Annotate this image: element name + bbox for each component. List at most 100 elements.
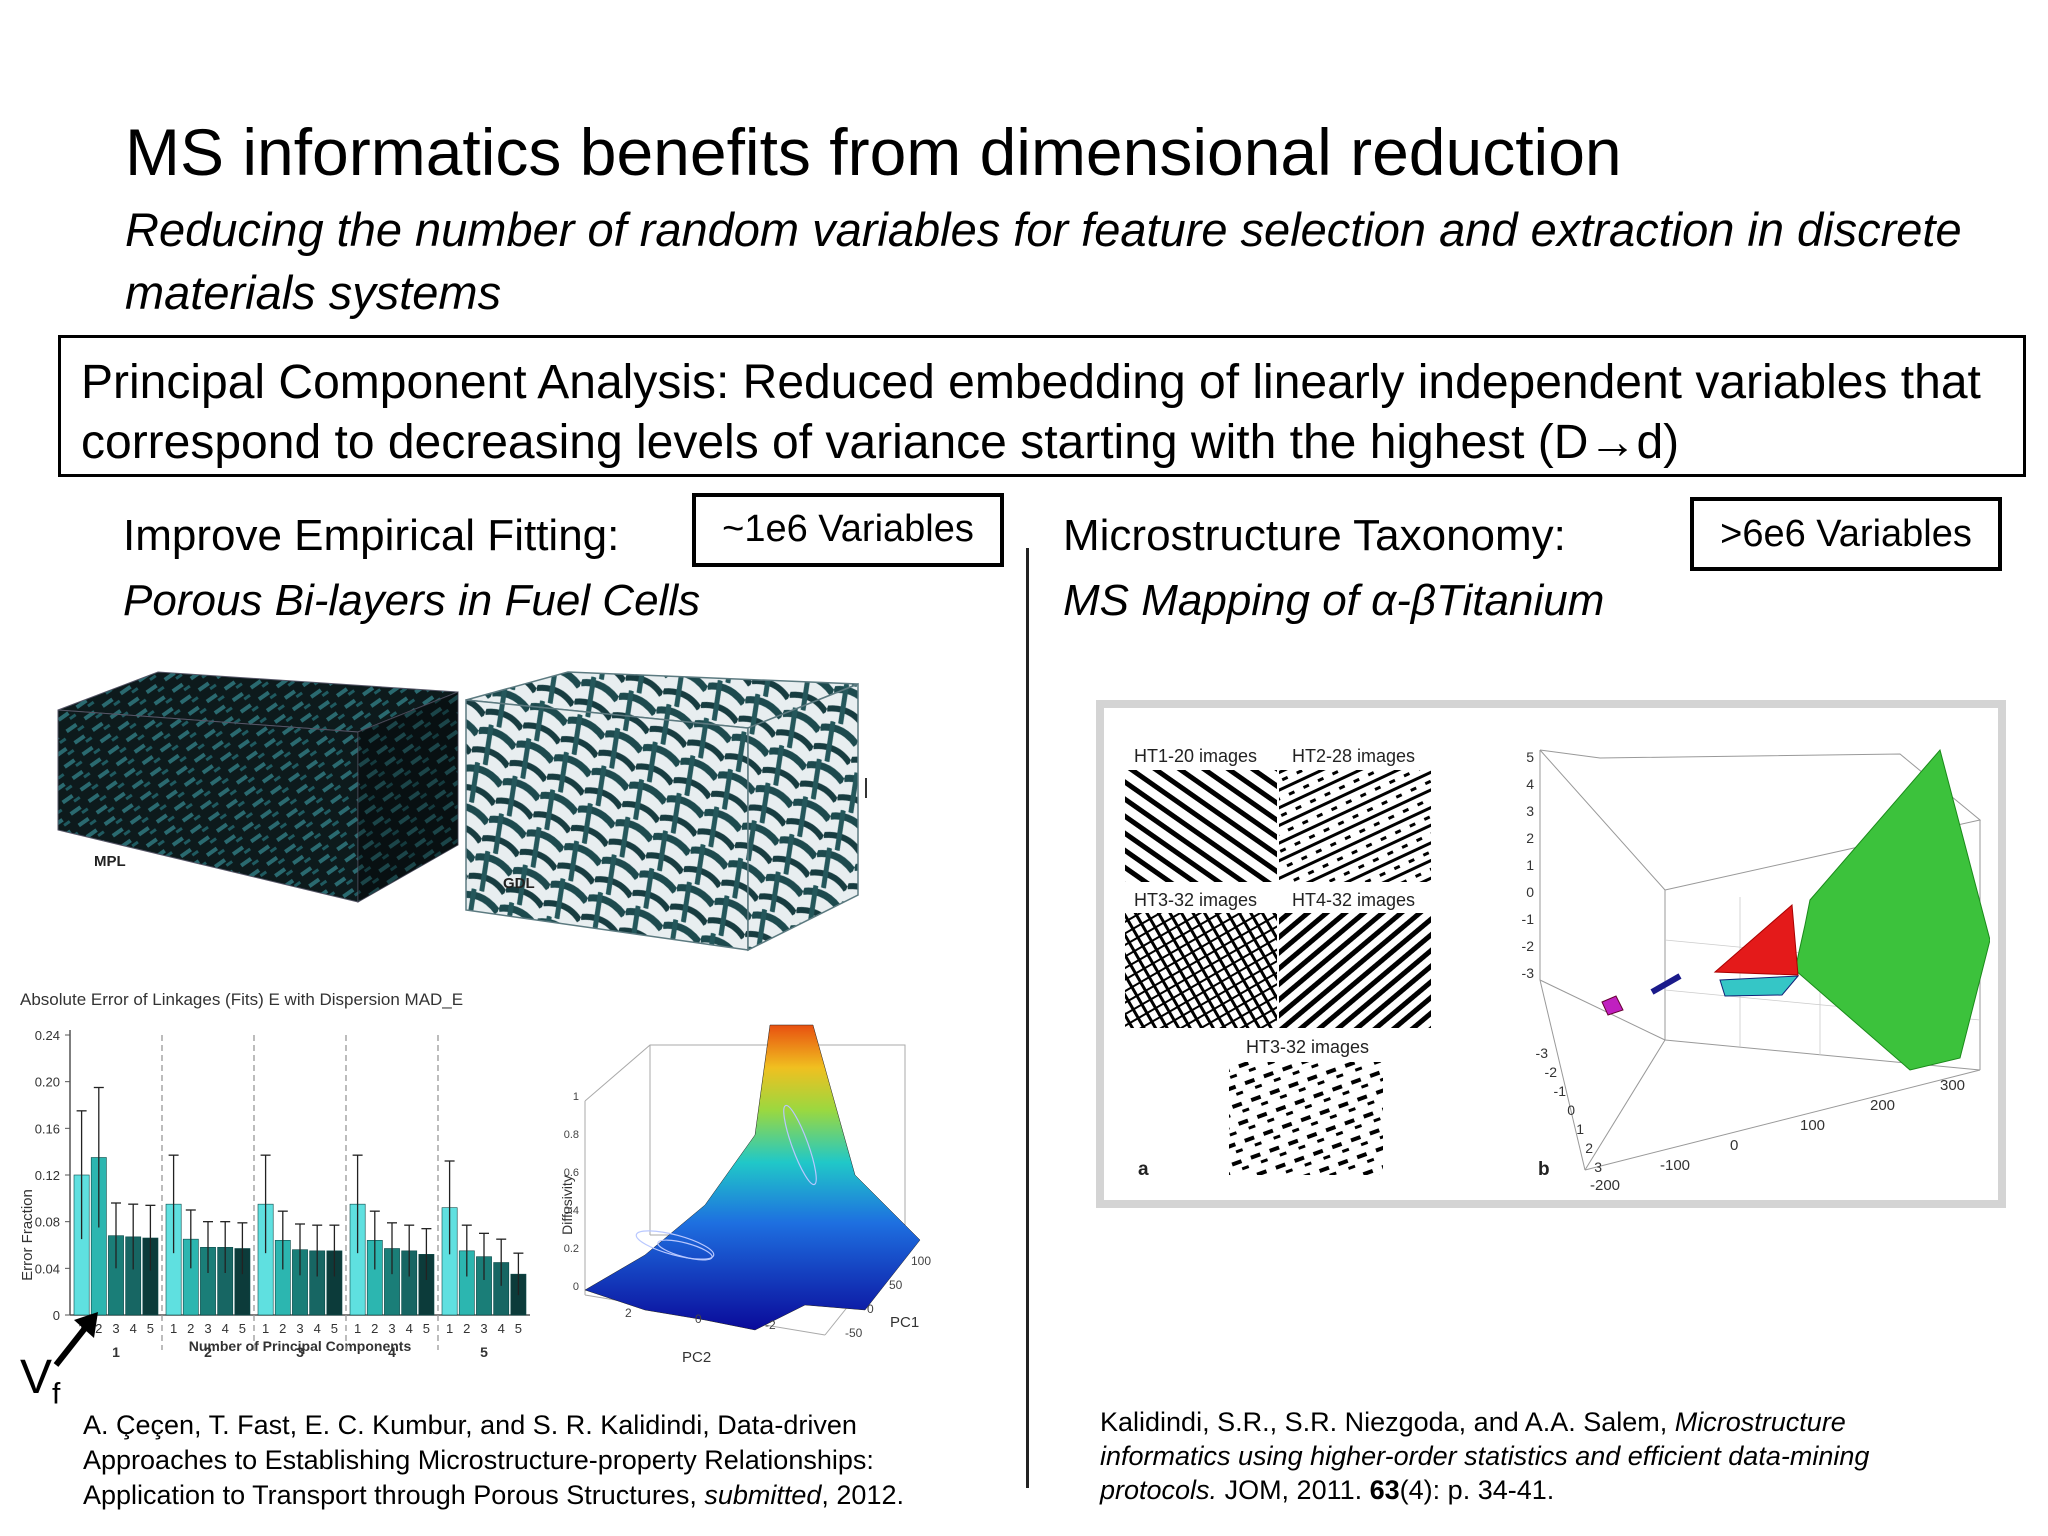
bar-label: 2: [371, 1321, 378, 1336]
bar-chart-ytick: 0.20: [35, 1075, 60, 1090]
micrograph-label-2: HT2-28 images: [1292, 746, 1415, 766]
micrograph-3: [1125, 913, 1277, 1028]
bar-label: 2: [463, 1321, 470, 1336]
bar-label: 3: [204, 1321, 211, 1336]
surface-xtick: -2: [765, 1318, 776, 1332]
left-subheading: Porous Bi-layers in Fuel Cells: [123, 576, 701, 625]
bar-label: 3: [480, 1321, 487, 1336]
mpl-label: MPL: [94, 853, 126, 870]
scatter-ytick: -3: [1536, 1045, 1549, 1061]
vf-label: Vf: [20, 1351, 61, 1411]
bar-chart-ytick: 0.04: [35, 1261, 60, 1276]
bar-label: 4: [314, 1321, 321, 1336]
scatter-ztick: 2: [1526, 830, 1534, 846]
bar-label: 5: [423, 1321, 430, 1336]
bar-label: 3: [388, 1321, 395, 1336]
surface-ztick: 0.8: [564, 1129, 579, 1141]
error-bar-chart: Absolute Error of Linkages (Fits) E with…: [19, 990, 530, 1360]
bar-label: 1: [354, 1321, 361, 1336]
scatter-ytick: -2: [1545, 1064, 1558, 1080]
bar-label: 3: [112, 1321, 119, 1336]
surface-ztick: 0.4: [564, 1205, 579, 1217]
surface-ztick: 0.2: [564, 1243, 579, 1255]
bar-label: 5: [515, 1321, 522, 1336]
scatter-cluster-green: [1794, 748, 1990, 1071]
micrograph-5: [1229, 1062, 1383, 1175]
micrograph-label-3: HT3-32 images: [1134, 890, 1257, 910]
surface-ztick: 1: [573, 1091, 579, 1103]
scatter-xtick: 0: [1730, 1137, 1738, 1154]
group-label: 1: [112, 1344, 120, 1360]
pca-definition-box: Principal Component Analysis: Reduced em…: [58, 335, 2026, 477]
surface-zlabel: Diffusivity: [559, 1175, 575, 1235]
right-heading: Microstructure Taxonomy:: [1063, 511, 1566, 560]
bar-label: 5: [239, 1321, 246, 1336]
bar-chart-xlabel: Number of Principal Components: [189, 1338, 412, 1354]
surface-ytick: -50: [845, 1326, 863, 1340]
scatter-cluster-magenta: [1601, 995, 1624, 1016]
micrograph-label-1: HT1-20 images: [1134, 746, 1257, 766]
scatter-xtick: 100: [1800, 1117, 1825, 1134]
surface-mesh: [584, 1024, 921, 1331]
column-divider: [1026, 548, 1029, 1488]
pc-space-scatter-plot: 543210-1-2-3-200-1000100200300-3-2-10123…: [1522, 748, 1990, 1194]
bar-chart-ytick: 0.24: [35, 1028, 60, 1043]
bar-label: 2: [187, 1321, 194, 1336]
surface-ytick: 100: [911, 1254, 931, 1268]
group-label: 2: [204, 1344, 212, 1360]
surface-xtick: 0: [695, 1312, 702, 1326]
panel-a-label: a: [1138, 1159, 1149, 1180]
scatter-xtick: 300: [1940, 1077, 1965, 1094]
bar-label: 1: [262, 1321, 269, 1336]
bar-label: 4: [222, 1321, 229, 1336]
scatter-cluster-cyan: [1719, 975, 1800, 997]
surface-ztick: 0.6: [564, 1167, 579, 1179]
scatter-ztick: 4: [1526, 776, 1534, 792]
scatter-ytick: 3: [1594, 1159, 1602, 1175]
bar-label: 4: [406, 1321, 413, 1336]
gdl-microstructure-image: GDL: [465, 671, 867, 952]
scatter-cluster-red: [1713, 903, 1799, 976]
left-citation: A. Çeçen, T. Fast, E. C. Kumbur, and S. …: [83, 1410, 904, 1510]
scatter-xtick: 200: [1870, 1097, 1895, 1114]
titanium-micrographs-panel: HT1-20 images HT2-28 images HT3-32 image…: [1125, 746, 1431, 1180]
left-heading: Improve Empirical Fitting:: [123, 511, 620, 560]
bar-chart-ytick: 0.08: [35, 1215, 60, 1230]
surface-xtick: 2: [625, 1306, 632, 1320]
bar-label: 3: [296, 1321, 303, 1336]
group-label: 3: [296, 1344, 304, 1360]
right-citation: Kalidindi, S.R., S.R. Niezgoda, and A.A.…: [1100, 1407, 1870, 1505]
scatter-ytick: 1: [1576, 1121, 1584, 1137]
bar-label: 5: [331, 1321, 338, 1336]
scatter-ytick: 2: [1585, 1140, 1593, 1156]
surface-ytick: 50: [889, 1278, 903, 1292]
right-subheading: MS Mapping of α-βTitanium: [1063, 576, 1605, 625]
micrograph-label-5: HT3-32 images: [1246, 1037, 1369, 1057]
bar-label: 4: [498, 1321, 505, 1336]
scatter-ztick: 5: [1526, 749, 1534, 765]
panel-b-label: b: [1538, 1159, 1550, 1180]
surface-xlabel: PC2: [682, 1349, 711, 1365]
left-variables-box: ~1e6 Variables: [692, 493, 1004, 567]
surface-points: [635, 1104, 817, 1261]
scatter-ztick: -3: [1522, 965, 1535, 981]
bar-chart-ytick: 0.16: [35, 1121, 60, 1136]
bar-label: 5: [147, 1321, 154, 1336]
bar-chart-ylabel: Error Fraction: [19, 1189, 36, 1281]
scatter-ytick: -1: [1554, 1083, 1567, 1099]
micrograph-4: [1279, 913, 1431, 1028]
slide-subtitle: Reducing the number of random variables …: [125, 203, 1962, 319]
scatter-xtick: -200: [1590, 1177, 1620, 1194]
mpl-microstructure-image: MPL: [57, 671, 459, 903]
bar-chart-ytick: 0.12: [35, 1168, 60, 1183]
scatter-ztick: 0: [1526, 884, 1534, 900]
scatter-ztick: 3: [1526, 803, 1534, 819]
bar-label: 4: [130, 1321, 137, 1336]
micrograph-2: [1279, 770, 1431, 882]
scatter-ztick: 1: [1526, 857, 1534, 873]
gdl-label: GDL: [503, 875, 535, 892]
vf-arrow-icon: [53, 1312, 98, 1367]
scatter-ytick: 0: [1567, 1102, 1575, 1118]
group-label: 5: [480, 1344, 488, 1360]
